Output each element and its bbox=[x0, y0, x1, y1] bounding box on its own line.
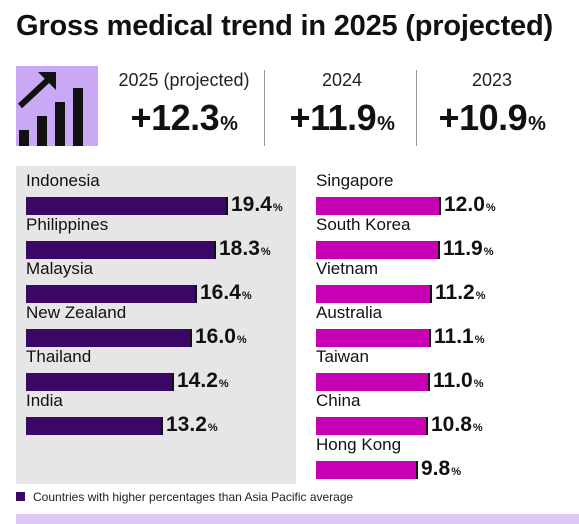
stat-2025: 2025 (projected) +12.3% bbox=[104, 70, 264, 139]
bar bbox=[316, 373, 430, 391]
stat-2023-label: 2023 bbox=[471, 70, 513, 90]
bar-value-label: 14.2% bbox=[177, 369, 229, 392]
bar-category-label: Philippines bbox=[26, 215, 109, 234]
stat-2024-value: +11.9% bbox=[289, 97, 395, 138]
bar-category-label: Taiwan bbox=[316, 347, 369, 366]
bar-category-label: New Zealand bbox=[26, 303, 127, 322]
stat-2025-label: 2025 (projected) bbox=[118, 70, 250, 90]
bar-value-label: 13.2% bbox=[166, 413, 218, 436]
bar-category-label: South Korea bbox=[316, 215, 411, 234]
bottom-strip bbox=[16, 514, 579, 524]
bar-value-label: 12.0% bbox=[444, 193, 496, 216]
bar bbox=[316, 329, 431, 347]
bar-value-label: 16.4% bbox=[200, 281, 252, 304]
bar bbox=[316, 197, 441, 215]
stat-2024: 2024 +11.9% bbox=[272, 70, 412, 139]
bar bbox=[26, 285, 197, 303]
bar-value-label: 18.3% bbox=[219, 237, 271, 260]
bar-category-label: Thailand bbox=[26, 347, 92, 366]
bar bbox=[26, 373, 174, 391]
stat-2023-value: +10.9% bbox=[438, 97, 546, 138]
bar bbox=[316, 241, 440, 259]
bar-category-label: India bbox=[26, 391, 63, 410]
stat-2023: 2023 +10.9% bbox=[422, 70, 562, 139]
bar-value-label: 9.8% bbox=[421, 457, 461, 480]
bar bbox=[26, 241, 216, 259]
stat-2025-value: +12.3% bbox=[130, 97, 238, 138]
bar bbox=[316, 461, 418, 479]
bar bbox=[316, 417, 428, 435]
bar-category-label: Hong Kong bbox=[316, 435, 402, 454]
bar-value-label: 11.2% bbox=[435, 281, 486, 304]
bar-category-label: China bbox=[316, 391, 361, 410]
bar-value-label: 11.0% bbox=[433, 369, 484, 392]
trend-chart-icon bbox=[16, 66, 98, 146]
bar-category-label: Indonesia bbox=[26, 171, 100, 190]
stat-2024-label: 2024 bbox=[321, 70, 363, 90]
page-title: Gross medical trend in 2025 (projected) bbox=[16, 10, 553, 42]
legend: Countries with higher percentages than A… bbox=[16, 490, 353, 504]
bar-value-label: 11.9% bbox=[443, 237, 494, 260]
bar bbox=[316, 285, 432, 303]
bar-category-label: Vietnam bbox=[316, 259, 379, 278]
bar-category-label: Australia bbox=[316, 303, 383, 322]
bar bbox=[26, 329, 192, 347]
legend-label: Countries with higher percentages than A… bbox=[33, 490, 354, 504]
bar bbox=[26, 417, 163, 435]
legend-swatch bbox=[16, 492, 25, 501]
stat-divider bbox=[264, 70, 265, 146]
bar-category-label: Singapore bbox=[316, 171, 394, 190]
stat-divider bbox=[416, 70, 417, 146]
bar-value-label: 10.8% bbox=[431, 413, 483, 436]
bar-category-label: Malaysia bbox=[26, 259, 94, 278]
bar-value-label: 16.0% bbox=[195, 325, 247, 348]
bar bbox=[26, 197, 228, 215]
bar-value-label: 11.1% bbox=[434, 325, 485, 348]
bar-value-label: 19.4% bbox=[231, 193, 283, 216]
